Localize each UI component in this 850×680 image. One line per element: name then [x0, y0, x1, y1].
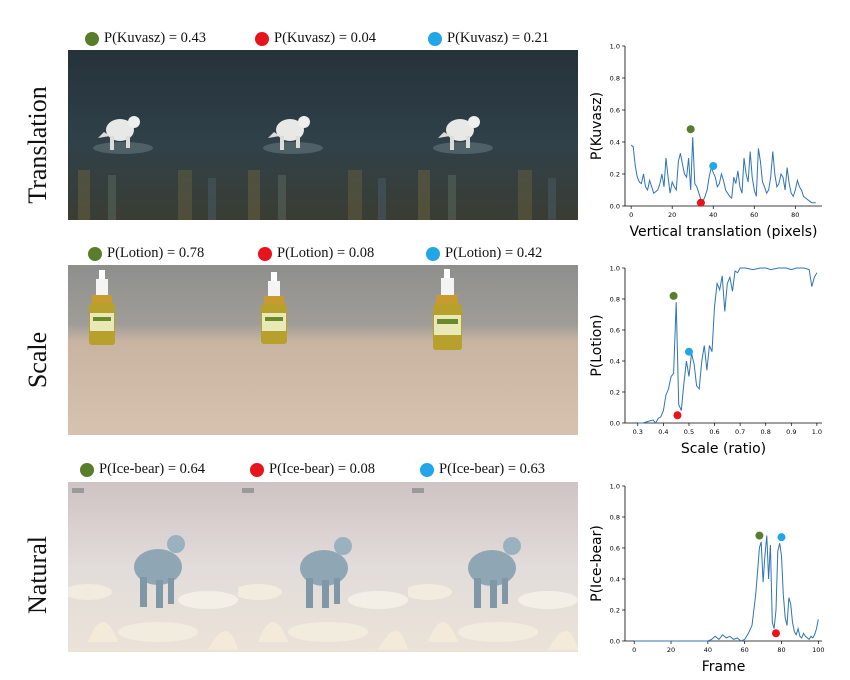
- blue-marker: [777, 533, 786, 542]
- x-tick-label: 40: [704, 646, 712, 654]
- row-label: Natural: [23, 536, 52, 614]
- x-tick-label: 0.9: [786, 428, 796, 436]
- y-tick-label: 0.4: [610, 358, 620, 366]
- x-tick-label: 1.0: [812, 428, 822, 436]
- caption-red: P(Kuvasz) = 0.04: [255, 30, 376, 47]
- dog-image: [408, 50, 578, 220]
- red-marker: [771, 629, 780, 638]
- y-tick-label: 0.2: [610, 171, 620, 179]
- chart-natural: 0.0 0.2 0.4 0.6 0.8 1.0 0 20 40 60 80 100 Frame P(Ice…: [585, 480, 830, 680]
- x-tick-label: 0.3: [633, 428, 643, 436]
- series-line: [637, 267, 818, 424]
- lotion-image: [68, 265, 238, 435]
- x-tick-label: 80: [791, 211, 799, 219]
- y-tick-label: 0.8: [610, 296, 620, 304]
- y-tick-label: 0.4: [610, 576, 620, 584]
- axes: 0.0 0.2 0.4 0.6 0.8 1.0 0.3 0.4 0.5 0.6 0.7 0.8 0.9 1…: [610, 265, 822, 437]
- caption-blue: P(Kuvasz) = 0.21: [428, 30, 549, 47]
- y-tick-label: 0.2: [610, 607, 620, 615]
- polar-bear-image: [68, 482, 238, 652]
- axes: 0.0 0.2 0.4 0.6 0.8 1.0 0 20 40 60 80: [610, 43, 822, 219]
- blue-marker: [709, 162, 718, 170]
- y-tick-label: 0.2: [610, 389, 620, 397]
- x-tick-label: 0: [629, 211, 633, 219]
- green-marker: [686, 125, 695, 134]
- x-axis-label: Scale (ratio): [681, 441, 766, 457]
- dog-image: [238, 50, 408, 220]
- green-dot-icon: [85, 31, 99, 46]
- row-translation: Translation P(Kuvasz) = 0.43 P(Kuvasz) =…: [0, 20, 850, 235]
- x-tick-label: 20: [668, 211, 676, 219]
- red-marker: [673, 411, 682, 420]
- y-tick-label: 0.8: [610, 75, 620, 83]
- x-tick-label: 0.5: [684, 428, 694, 436]
- blue-dot-icon: [420, 462, 434, 477]
- blue-dot-icon: [426, 246, 440, 261]
- x-axis-label: Frame: [702, 659, 746, 675]
- green-marker: [669, 291, 678, 300]
- x-tick-label: 20: [667, 646, 675, 654]
- caption-red: P(Lotion) = 0.08: [258, 245, 374, 262]
- x-tick-label: 0: [632, 646, 636, 654]
- red-dot-icon: [258, 246, 272, 261]
- caption-green: P(Kuvasz) = 0.43: [85, 30, 206, 47]
- chart-scale: 0.0 0.2 0.4 0.6 0.8 1.0 0.3 0.4 0.5 0.6 0.7 0.8 0.9 1…: [585, 262, 830, 462]
- green-marker: [755, 531, 764, 540]
- y-tick-label: 0.8: [610, 514, 620, 522]
- series-line: [630, 137, 816, 204]
- lotion-image: [238, 265, 408, 435]
- row-label: Translation: [23, 86, 52, 204]
- polar-bear-image: [408, 482, 578, 652]
- caption-green: P(Lotion) = 0.78: [88, 245, 204, 262]
- y-tick-label: 1.0: [610, 43, 620, 51]
- row-label: Scale: [23, 331, 52, 389]
- x-tick-label: 60: [750, 211, 758, 219]
- x-tick-label: 0.6: [709, 428, 719, 436]
- x-tick-label: 100: [812, 646, 824, 654]
- green-dot-icon: [80, 462, 94, 477]
- caption-blue: P(Lotion) = 0.42: [426, 245, 542, 262]
- red-dot-icon: [255, 31, 269, 46]
- y-tick-label: 1.0: [610, 483, 620, 491]
- chart-translation: 0.0 0.2 0.4 0.6 0.8 1.0 0 20 40 60 80 Vertical tran…: [585, 40, 830, 245]
- x-tick-label: 80: [777, 646, 785, 654]
- series-line: [634, 535, 819, 642]
- green-dot-icon: [88, 246, 102, 261]
- caption-green: P(Ice-bear) = 0.64: [80, 461, 205, 478]
- x-tick-label: 0.7: [735, 428, 745, 436]
- y-tick-label: 0.0: [610, 203, 620, 211]
- x-tick-label: 60: [741, 646, 749, 654]
- y-tick-label: 0.6: [610, 107, 620, 115]
- y-tick-label: 0.6: [610, 327, 620, 335]
- y-axis-label: P(Ice-bear): [589, 525, 605, 602]
- red-dot-icon: [250, 462, 264, 477]
- x-tick-label: 0.4: [658, 428, 668, 436]
- y-axis-label: P(Lotion): [589, 314, 605, 376]
- polar-bear-image: [238, 482, 408, 652]
- axes: 0.0 0.2 0.4 0.6 0.8 1.0 0 20 40 60 80 100: [610, 483, 825, 655]
- y-tick-label: 0.6: [610, 545, 620, 553]
- lotion-image: [408, 265, 578, 435]
- red-marker: [696, 198, 705, 207]
- y-tick-label: 0.4: [610, 139, 620, 147]
- caption-blue: P(Ice-bear) = 0.63: [420, 461, 545, 478]
- y-axis-label: P(Kuvasz): [589, 92, 605, 160]
- x-tick-label: 0.8: [761, 428, 771, 436]
- dog-image: [68, 50, 238, 220]
- x-tick-label: 40: [709, 211, 717, 219]
- blue-dot-icon: [428, 31, 442, 46]
- x-axis-label: Vertical translation (pixels): [630, 224, 818, 240]
- y-tick-label: 0.0: [610, 420, 620, 428]
- row-scale: Scale P(Lotion) = 0.78 P(Lotion) = 0.08 …: [0, 235, 850, 450]
- caption-red: P(Ice-bear) = 0.08: [250, 461, 375, 478]
- blue-marker: [684, 347, 693, 356]
- y-tick-label: 1.0: [610, 265, 620, 273]
- row-natural: Natural P(Ice-bear) = 0.64 P(Ice-bear) =…: [0, 450, 850, 665]
- y-tick-label: 0.0: [610, 638, 620, 646]
